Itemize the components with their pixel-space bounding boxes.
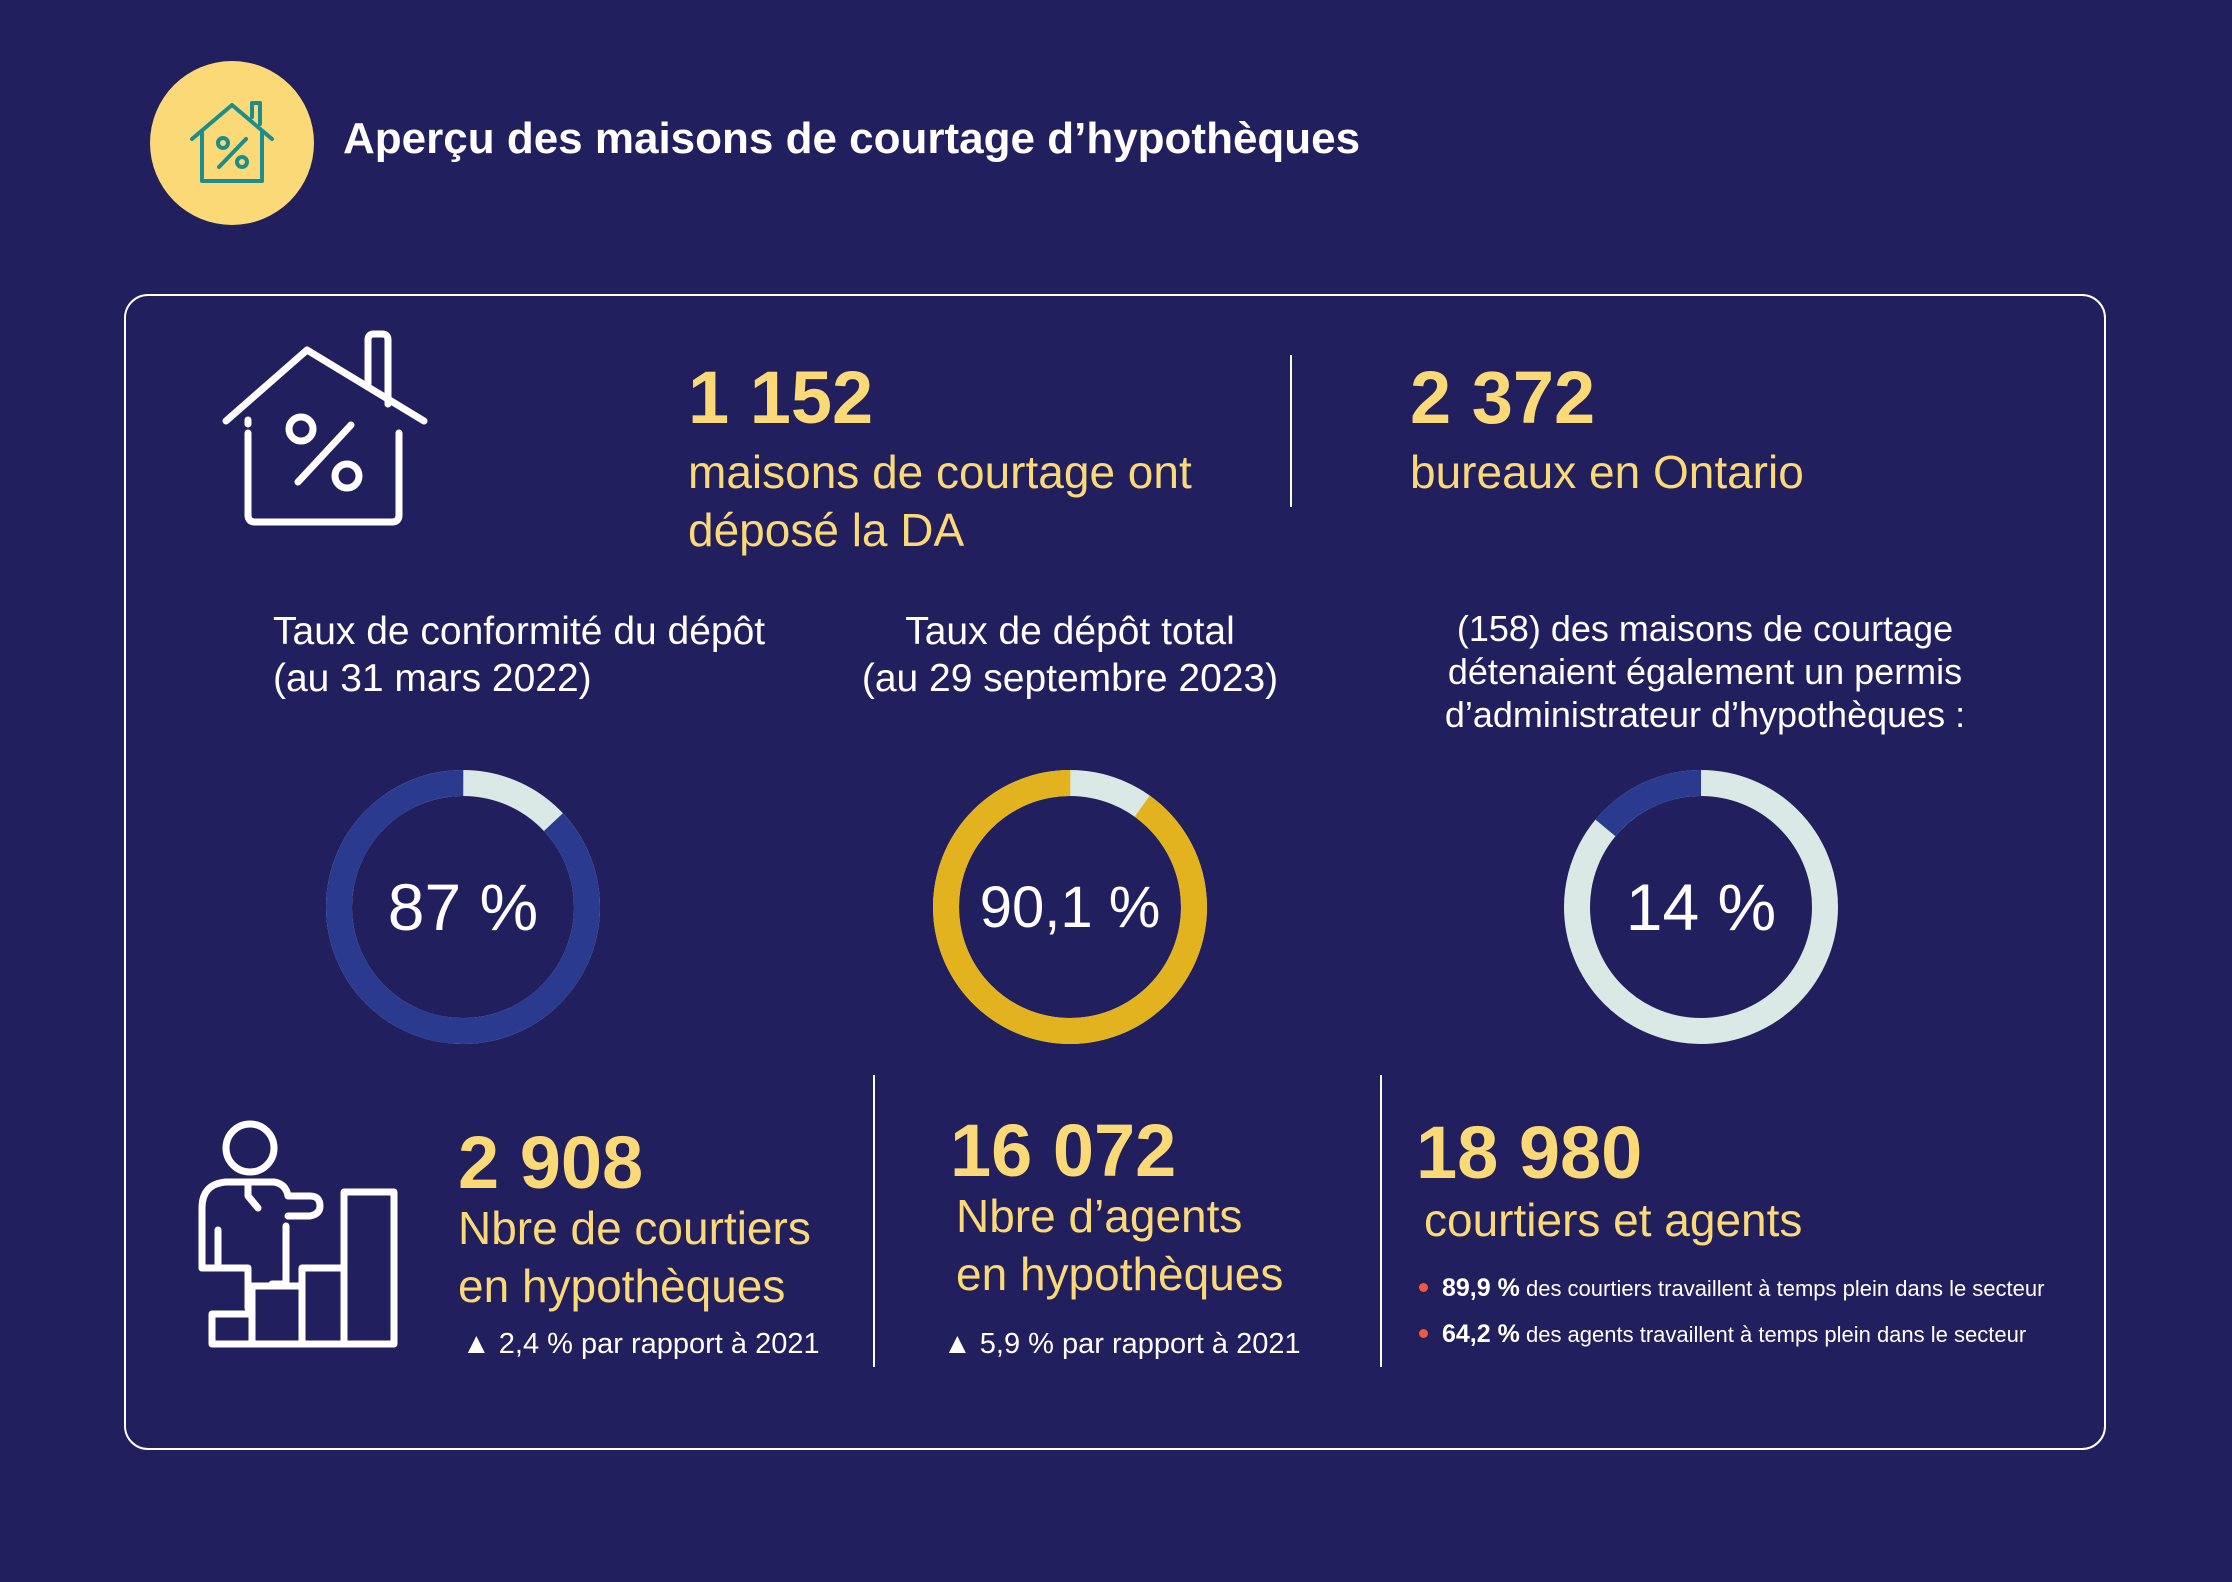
filed-label-line2: déposé la DA [688, 504, 965, 556]
filing-donut-value: 90,1 % [979, 875, 1161, 940]
bullet-dot [1419, 1328, 1428, 1338]
offices-count: 2 372 [1410, 356, 1596, 439]
admin-donut [1564, 770, 1838, 1044]
filed-count: 1 152 [688, 356, 874, 439]
total-count: 18 980 [1416, 1111, 1643, 1194]
brokers-label-line2: en hypothèques [458, 1260, 786, 1312]
admin-donut-value: 14 % [1625, 870, 1777, 944]
brokers-change: ▲ 2,4 % par rapport à 2021 [462, 1328, 820, 1360]
agents-change: ▲ 5,9 % par rapport à 2021 [943, 1328, 1301, 1360]
filed-label-line1: maisons de courtage ont [688, 446, 1192, 498]
house-percent-icon [222, 330, 428, 526]
brokers-fulltime-text: des courtiers travaillent à temps plein … [1525, 1276, 2045, 1301]
brokers-label-line1: Nbre de courtiers [458, 1202, 811, 1254]
bottom-divider-1 [873, 1075, 875, 1367]
agents-fulltime-pct: 64,2 % [1442, 1320, 1520, 1348]
admin-label-line1: (158) des maisons de courtage [1456, 608, 1954, 649]
filing-donut [933, 770, 1207, 1044]
agents-label-line2: en hypothèques [956, 1248, 1284, 1300]
person-climbing-stairs-icon [198, 1120, 398, 1348]
top-divider [1290, 355, 1292, 507]
main-panel [124, 294, 2106, 1450]
admin-label-line2: détenaient également un permis [1447, 651, 1963, 692]
compliance-label-line1: Taux de conformité du dépôt [273, 610, 766, 653]
offices-label: bureaux en Ontario [1410, 446, 1804, 498]
compliance-donut [326, 770, 600, 1044]
compliance-donut-value: 87 % [387, 870, 539, 944]
compliance-label-line2: (au 31 mars 2022) [273, 657, 592, 700]
filing-label-line2: (au 29 septembre 2023) [861, 657, 1279, 700]
agents-count: 16 072 [950, 1109, 1177, 1192]
total-label: courtiers et agents [1424, 1194, 1803, 1246]
admin-label-line3: d’administrateur d’hypothèques : [1444, 694, 1966, 735]
agents-fulltime-bullet: 64,2 % des agents travaillent à temps pl… [1419, 1320, 2026, 1349]
donut-value-arc [1564, 770, 1838, 1044]
brokers-count: 2 908 [458, 1121, 644, 1204]
header-badge [150, 61, 314, 225]
filing-label-line1: Taux de dépôt total [905, 610, 1235, 653]
agents-label-line1: Nbre d’agents [956, 1190, 1243, 1242]
house-percent-icon [190, 101, 274, 183]
bullet-dot [1419, 1282, 1428, 1292]
page-title: Aperçu des maisons de courtage d’hypothè… [343, 114, 1361, 163]
bottom-divider-2 [1380, 1075, 1382, 1367]
brokers-fulltime-pct: 89,9 % [1442, 1274, 1520, 1302]
donut-value-arc [933, 770, 1207, 1044]
agents-fulltime-text: des agents travaillent à temps plein dan… [1525, 1322, 2027, 1347]
brokers-fulltime-bullet: 89,9 % des courtiers travaillent à temps… [1419, 1274, 2044, 1303]
